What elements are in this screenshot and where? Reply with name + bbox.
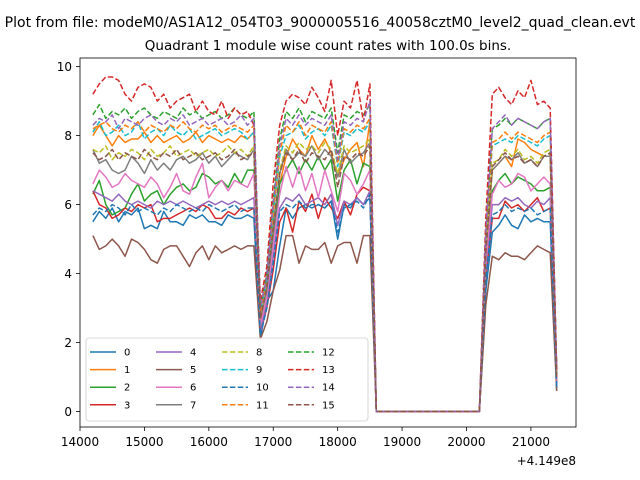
legend-label-7: 7: [190, 400, 196, 411]
legend-label-9: 9: [256, 365, 262, 376]
legend-label-15: 15: [322, 400, 335, 411]
x-axis: 14000 15000 16000 17000 18000 19000 20000 21000: [61, 427, 550, 449]
x-tick-label: 18000: [319, 435, 357, 449]
chart-suptitle: Plot from file: modeM0/AS1A12_054T03_900…: [5, 15, 636, 31]
legend-label-12: 12: [322, 348, 335, 359]
legend-label-14: 14: [322, 383, 335, 394]
y-tick-label: 4: [64, 267, 72, 281]
y-tick-label: 2: [64, 336, 72, 350]
y-tick-label: 6: [64, 198, 72, 212]
series-line-14: [92, 100, 558, 413]
legend-label-0: 0: [124, 348, 130, 359]
legend-label-2: 2: [124, 383, 130, 394]
legend-label-13: 13: [322, 365, 335, 376]
x-tick-label: 15000: [125, 435, 163, 449]
x-tick-label: 16000: [190, 435, 228, 449]
legend-label-8: 8: [256, 348, 262, 359]
x-tick-label: 19000: [383, 435, 421, 449]
legend-label-11: 11: [256, 400, 269, 411]
y-tick-label: 0: [64, 405, 72, 419]
legend-label-10: 10: [256, 383, 269, 394]
x-tick-label: 20000: [447, 435, 485, 449]
x-tick-label: 21000: [512, 435, 550, 449]
y-tick-label: 10: [57, 60, 72, 74]
series-line-10: [92, 193, 558, 413]
series-line-11: [92, 117, 558, 413]
series-layer: [92, 76, 558, 413]
x-tick-label: 14000: [61, 435, 99, 449]
chart-title: Quadrant 1 module wise count rates with …: [145, 38, 511, 54]
legend-box: [85, 337, 369, 422]
y-tick-label: 8: [64, 129, 72, 143]
y-axis: 0 2 4 6 8 10: [57, 60, 80, 419]
legend-label-3: 3: [124, 400, 130, 411]
legend-label-1: 1: [124, 365, 130, 376]
legend-label-5: 5: [190, 365, 196, 376]
plot-frame: [79, 57, 577, 428]
x-offset-label: +4.149e8: [517, 454, 576, 468]
legend-label-6: 6: [190, 383, 196, 394]
x-tick-label: 17000: [254, 435, 292, 449]
series-line-15: [92, 145, 558, 413]
legend-label-4: 4: [190, 348, 196, 359]
